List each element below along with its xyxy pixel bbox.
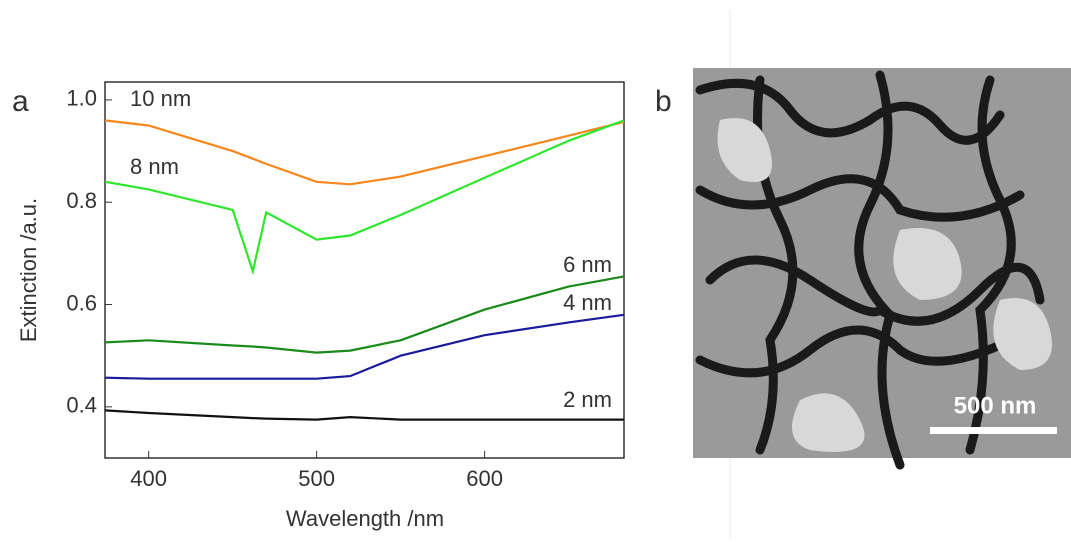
grain <box>717 118 1052 452</box>
grain-boundary <box>695 70 1045 470</box>
scale-bar <box>930 427 1057 434</box>
series-label: 8 nm <box>130 154 179 179</box>
series-line <box>104 119 625 276</box>
series-line <box>104 119 625 186</box>
x-tick-label: 500 <box>298 466 335 491</box>
y-tick-label: 0.8 <box>66 188 97 213</box>
x-tick-label: 400 <box>130 466 167 491</box>
afm-image: 500 nm <box>693 68 1071 470</box>
x-tick-label: 600 <box>466 466 503 491</box>
y-tick-label: 1.0 <box>66 86 97 111</box>
plot-frame <box>104 81 625 459</box>
series-label: 6 nm <box>563 252 612 277</box>
y-tick-label: 0.4 <box>66 393 97 418</box>
y-tick-label: 0.6 <box>66 290 97 315</box>
series-label: 4 nm <box>563 290 612 315</box>
y-axis-label: Extinction /a.u. <box>16 198 41 342</box>
x-axis-label: Wavelength /nm <box>286 506 444 531</box>
panel-label: a <box>12 85 29 118</box>
scale-bar-label: 500 nm <box>954 392 1037 419</box>
series-line <box>104 275 625 354</box>
series-line <box>104 409 624 421</box>
panel-label: b <box>655 85 672 118</box>
series-line <box>104 313 625 380</box>
series-label: 10 nm <box>130 86 191 111</box>
series-label: 2 nm <box>563 387 612 412</box>
